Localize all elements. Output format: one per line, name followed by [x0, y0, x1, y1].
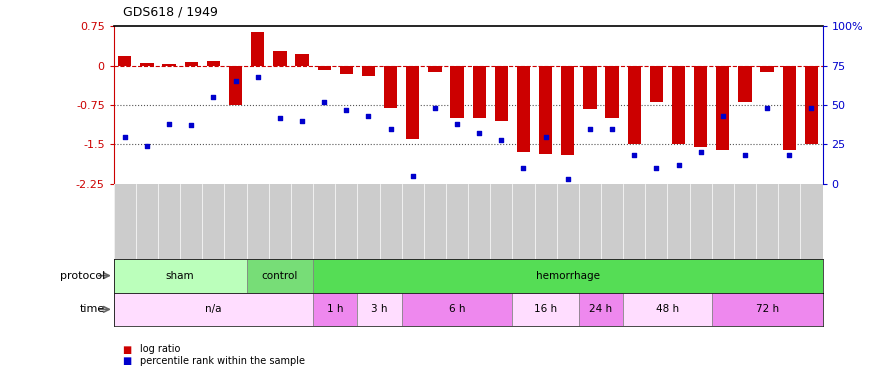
- Bar: [313, 259, 822, 292]
- Bar: [561, 66, 575, 155]
- Bar: [340, 66, 353, 74]
- Point: [228, 78, 242, 84]
- Point: [516, 165, 530, 171]
- Text: ■: ■: [123, 345, 132, 354]
- Text: 6 h: 6 h: [449, 304, 466, 314]
- Bar: [627, 66, 640, 144]
- Text: control: control: [262, 271, 298, 280]
- Point: [473, 130, 487, 136]
- Bar: [494, 66, 508, 121]
- Bar: [163, 63, 176, 66]
- Point: [694, 149, 708, 155]
- Point: [671, 162, 685, 168]
- Bar: [114, 259, 247, 292]
- Bar: [273, 51, 286, 66]
- Text: log ratio: log ratio: [140, 345, 180, 354]
- Bar: [760, 66, 774, 72]
- Bar: [539, 66, 552, 154]
- Text: 16 h: 16 h: [534, 304, 557, 314]
- Text: n/a: n/a: [205, 304, 221, 314]
- Bar: [114, 292, 313, 326]
- Bar: [185, 63, 198, 66]
- Text: percentile rank within the sample: percentile rank within the sample: [140, 356, 305, 366]
- Bar: [206, 62, 220, 66]
- Bar: [694, 66, 707, 147]
- Point: [760, 105, 774, 111]
- Text: 3 h: 3 h: [371, 304, 388, 314]
- Bar: [296, 54, 309, 66]
- Bar: [606, 66, 619, 118]
- Bar: [384, 66, 397, 108]
- Bar: [782, 66, 796, 150]
- Bar: [451, 66, 464, 118]
- Bar: [650, 66, 663, 102]
- Bar: [513, 292, 579, 326]
- Text: protocol: protocol: [60, 271, 105, 280]
- Text: time: time: [80, 304, 105, 314]
- Bar: [118, 56, 131, 66]
- Point: [361, 113, 375, 119]
- Bar: [517, 66, 530, 152]
- Point: [450, 121, 464, 127]
- Bar: [402, 292, 513, 326]
- Point: [273, 115, 287, 121]
- Point: [716, 113, 730, 119]
- Point: [428, 105, 442, 111]
- Bar: [357, 292, 402, 326]
- Point: [561, 176, 575, 182]
- Point: [539, 134, 553, 140]
- Bar: [711, 292, 822, 326]
- Point: [118, 134, 132, 140]
- Point: [206, 94, 220, 100]
- Bar: [623, 292, 711, 326]
- Text: hemorrhage: hemorrhage: [536, 271, 599, 280]
- Point: [162, 121, 176, 127]
- Bar: [584, 66, 597, 109]
- Point: [317, 99, 331, 105]
- Point: [649, 165, 663, 171]
- Bar: [738, 66, 752, 102]
- Bar: [313, 292, 357, 326]
- Text: 1 h: 1 h: [327, 304, 344, 314]
- Point: [782, 152, 796, 158]
- Text: 24 h: 24 h: [590, 304, 612, 314]
- Point: [406, 173, 420, 179]
- Bar: [717, 66, 730, 150]
- Text: 72 h: 72 h: [756, 304, 779, 314]
- Bar: [579, 292, 623, 326]
- Bar: [247, 259, 313, 292]
- Bar: [473, 66, 486, 118]
- Point: [583, 126, 597, 132]
- Bar: [672, 66, 685, 144]
- Text: ■: ■: [123, 356, 132, 366]
- Point: [627, 152, 641, 158]
- Point: [140, 143, 154, 149]
- Point: [738, 152, 752, 158]
- Point: [295, 118, 309, 124]
- Bar: [140, 63, 154, 66]
- Point: [340, 107, 354, 113]
- Text: 48 h: 48 h: [656, 304, 679, 314]
- Point: [494, 136, 508, 142]
- Point: [185, 123, 199, 129]
- Bar: [318, 66, 331, 70]
- Bar: [251, 32, 264, 66]
- Bar: [406, 66, 419, 139]
- Bar: [229, 66, 242, 105]
- Text: sham: sham: [166, 271, 194, 280]
- Point: [251, 74, 265, 80]
- Point: [383, 126, 397, 132]
- Point: [606, 126, 620, 132]
- Point: [804, 105, 818, 111]
- Bar: [805, 66, 818, 144]
- Bar: [362, 66, 375, 76]
- Bar: [428, 66, 442, 72]
- Text: GDS618 / 1949: GDS618 / 1949: [123, 6, 217, 19]
